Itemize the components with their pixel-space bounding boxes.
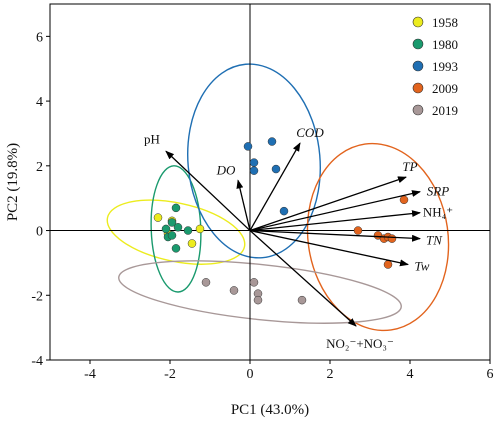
point-1980 [171,203,181,213]
point-1958 [187,239,197,248]
loading-label-NH₄⁺: NH₄⁺ [423,205,453,220]
loading-label-Tw: Tw [415,259,430,274]
loading-label-SRP: SRP [427,184,449,199]
loading-vector-pH [165,150,251,232]
legend: 1958 1980 1993 2009 2019 [412,15,458,118]
y-tick-label: -4 [31,354,43,369]
loading-vector-DO [236,179,251,231]
x-tick-label: -2 [164,367,176,382]
x-tick-label: 4 [407,367,414,382]
legend-marker-1958 [412,16,424,28]
x-tick-label: 0 [247,367,254,382]
loading-label-DO: DO [216,162,236,177]
point-2009 [353,226,363,235]
loading-vector-COD [249,142,301,231]
point-2019 [253,295,263,305]
legend-label-1980: 1980 [432,37,458,52]
loading-label-TP: TP [402,159,417,174]
point-1993 [279,206,289,216]
loading-layer: pH DO COD TP SRP NH₄⁺ TN Tw NO₂⁻+NO₃⁻ [144,125,453,351]
x-tick-label: 2 [327,367,334,382]
point-2009 [399,195,409,205]
legend-label-1993: 1993 [432,59,458,74]
legend-label-1958: 1958 [432,15,458,30]
point-1958 [153,213,163,222]
point-2019 [297,295,307,305]
axis-layer: -4 -2 0 2 4 6 -4 -2 0 2 4 6 [31,30,493,382]
point-1980 [183,226,193,235]
zero-line-layer [50,4,490,360]
point-1993 [267,137,277,146]
x-axis-title: PC1 (43.0%) [231,402,309,418]
point-2019 [229,286,239,295]
legend-marker-2019 [412,104,424,116]
point-1980 [173,223,183,232]
loading-vector-TP [249,176,407,232]
loading-label-TN: TN [426,233,443,248]
point-1980 [171,244,181,253]
ellipse-1958 [106,199,246,265]
y-tick-label: 0 [36,225,43,240]
point-1980 [167,231,177,240]
point-1993 [249,166,259,175]
loading-vector-NO₂⁻+NO₃⁻ [249,230,357,327]
point-2009 [387,234,397,243]
x-tick-label: 6 [487,367,494,382]
y-tick-label: 2 [36,160,43,175]
loading-label-pH: pH [144,131,160,146]
y-axis-title: PC2 (19.8%) [5,143,21,221]
point-1980 [167,218,177,227]
legend-label-2009: 2009 [432,81,458,96]
y-tick-label: -2 [31,289,43,304]
loading-vector-TN [249,229,421,242]
y-tick-label: 4 [36,95,43,110]
legend-marker-1993 [412,60,424,72]
point-1993 [249,158,259,167]
y-tick-label: 6 [36,30,43,45]
point-2019 [201,278,211,287]
ellipse-2019 [118,260,402,324]
legend-label-2019: 2019 [432,103,458,118]
loading-vector-NH₄⁺ [249,210,421,232]
plot-frame [49,3,491,361]
point-1958 [195,224,205,234]
point-1980 [161,224,171,234]
loading-label-NO₂⁻+NO₃⁻: NO₂⁻+NO₃⁻ [326,336,394,351]
legend-marker-1980 [412,38,424,50]
x-tick-label: -4 [84,367,96,382]
point-1993 [271,164,281,174]
loading-vector-Tw [249,229,409,267]
ellipse-1993 [187,63,321,259]
point-2009 [383,260,393,269]
point-1993 [243,142,253,151]
point-layer [153,137,409,305]
legend-marker-2009 [412,82,424,94]
ellipse-layer [106,63,450,332]
ellipse-2009 [306,142,450,332]
loading-vector-SRP [249,190,421,232]
point-2019 [249,278,259,287]
loading-label-COD: COD [296,125,324,140]
